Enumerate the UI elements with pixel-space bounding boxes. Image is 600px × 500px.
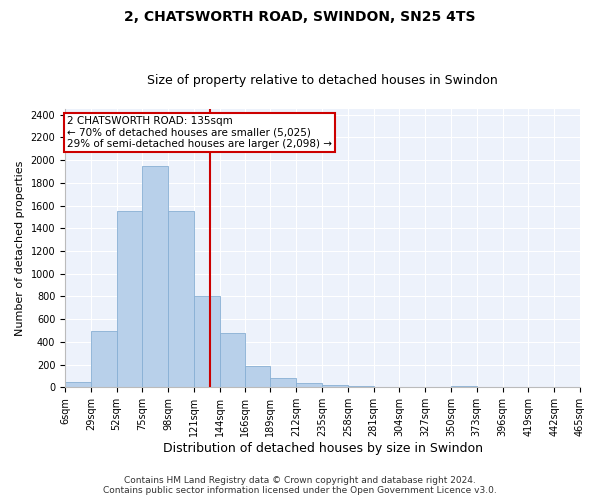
X-axis label: Distribution of detached houses by size in Swindon: Distribution of detached houses by size … (163, 442, 482, 455)
Bar (116, 211, 142, 388)
Bar (168, 211, 194, 388)
Bar (142, 166, 168, 388)
Bar (348, 386, 374, 388)
Bar (322, 384, 348, 388)
Title: Size of property relative to detached houses in Swindon: Size of property relative to detached ho… (147, 74, 498, 87)
Text: 2 CHATSWORTH ROAD: 135sqm
← 70% of detached houses are smaller (5,025)
29% of se: 2 CHATSWORTH ROAD: 135sqm ← 70% of detac… (67, 116, 332, 149)
Bar (220, 333, 245, 388)
Bar (91, 330, 116, 388)
Bar (451, 386, 477, 388)
Text: Contains HM Land Registry data © Crown copyright and database right 2024.
Contai: Contains HM Land Registry data © Crown c… (103, 476, 497, 495)
Y-axis label: Number of detached properties: Number of detached properties (15, 160, 25, 336)
Bar (271, 378, 296, 388)
Bar (65, 382, 91, 388)
Bar (194, 296, 220, 388)
Bar (245, 366, 271, 388)
Text: 2, CHATSWORTH ROAD, SWINDON, SN25 4TS: 2, CHATSWORTH ROAD, SWINDON, SN25 4TS (124, 10, 476, 24)
Bar (296, 384, 322, 388)
